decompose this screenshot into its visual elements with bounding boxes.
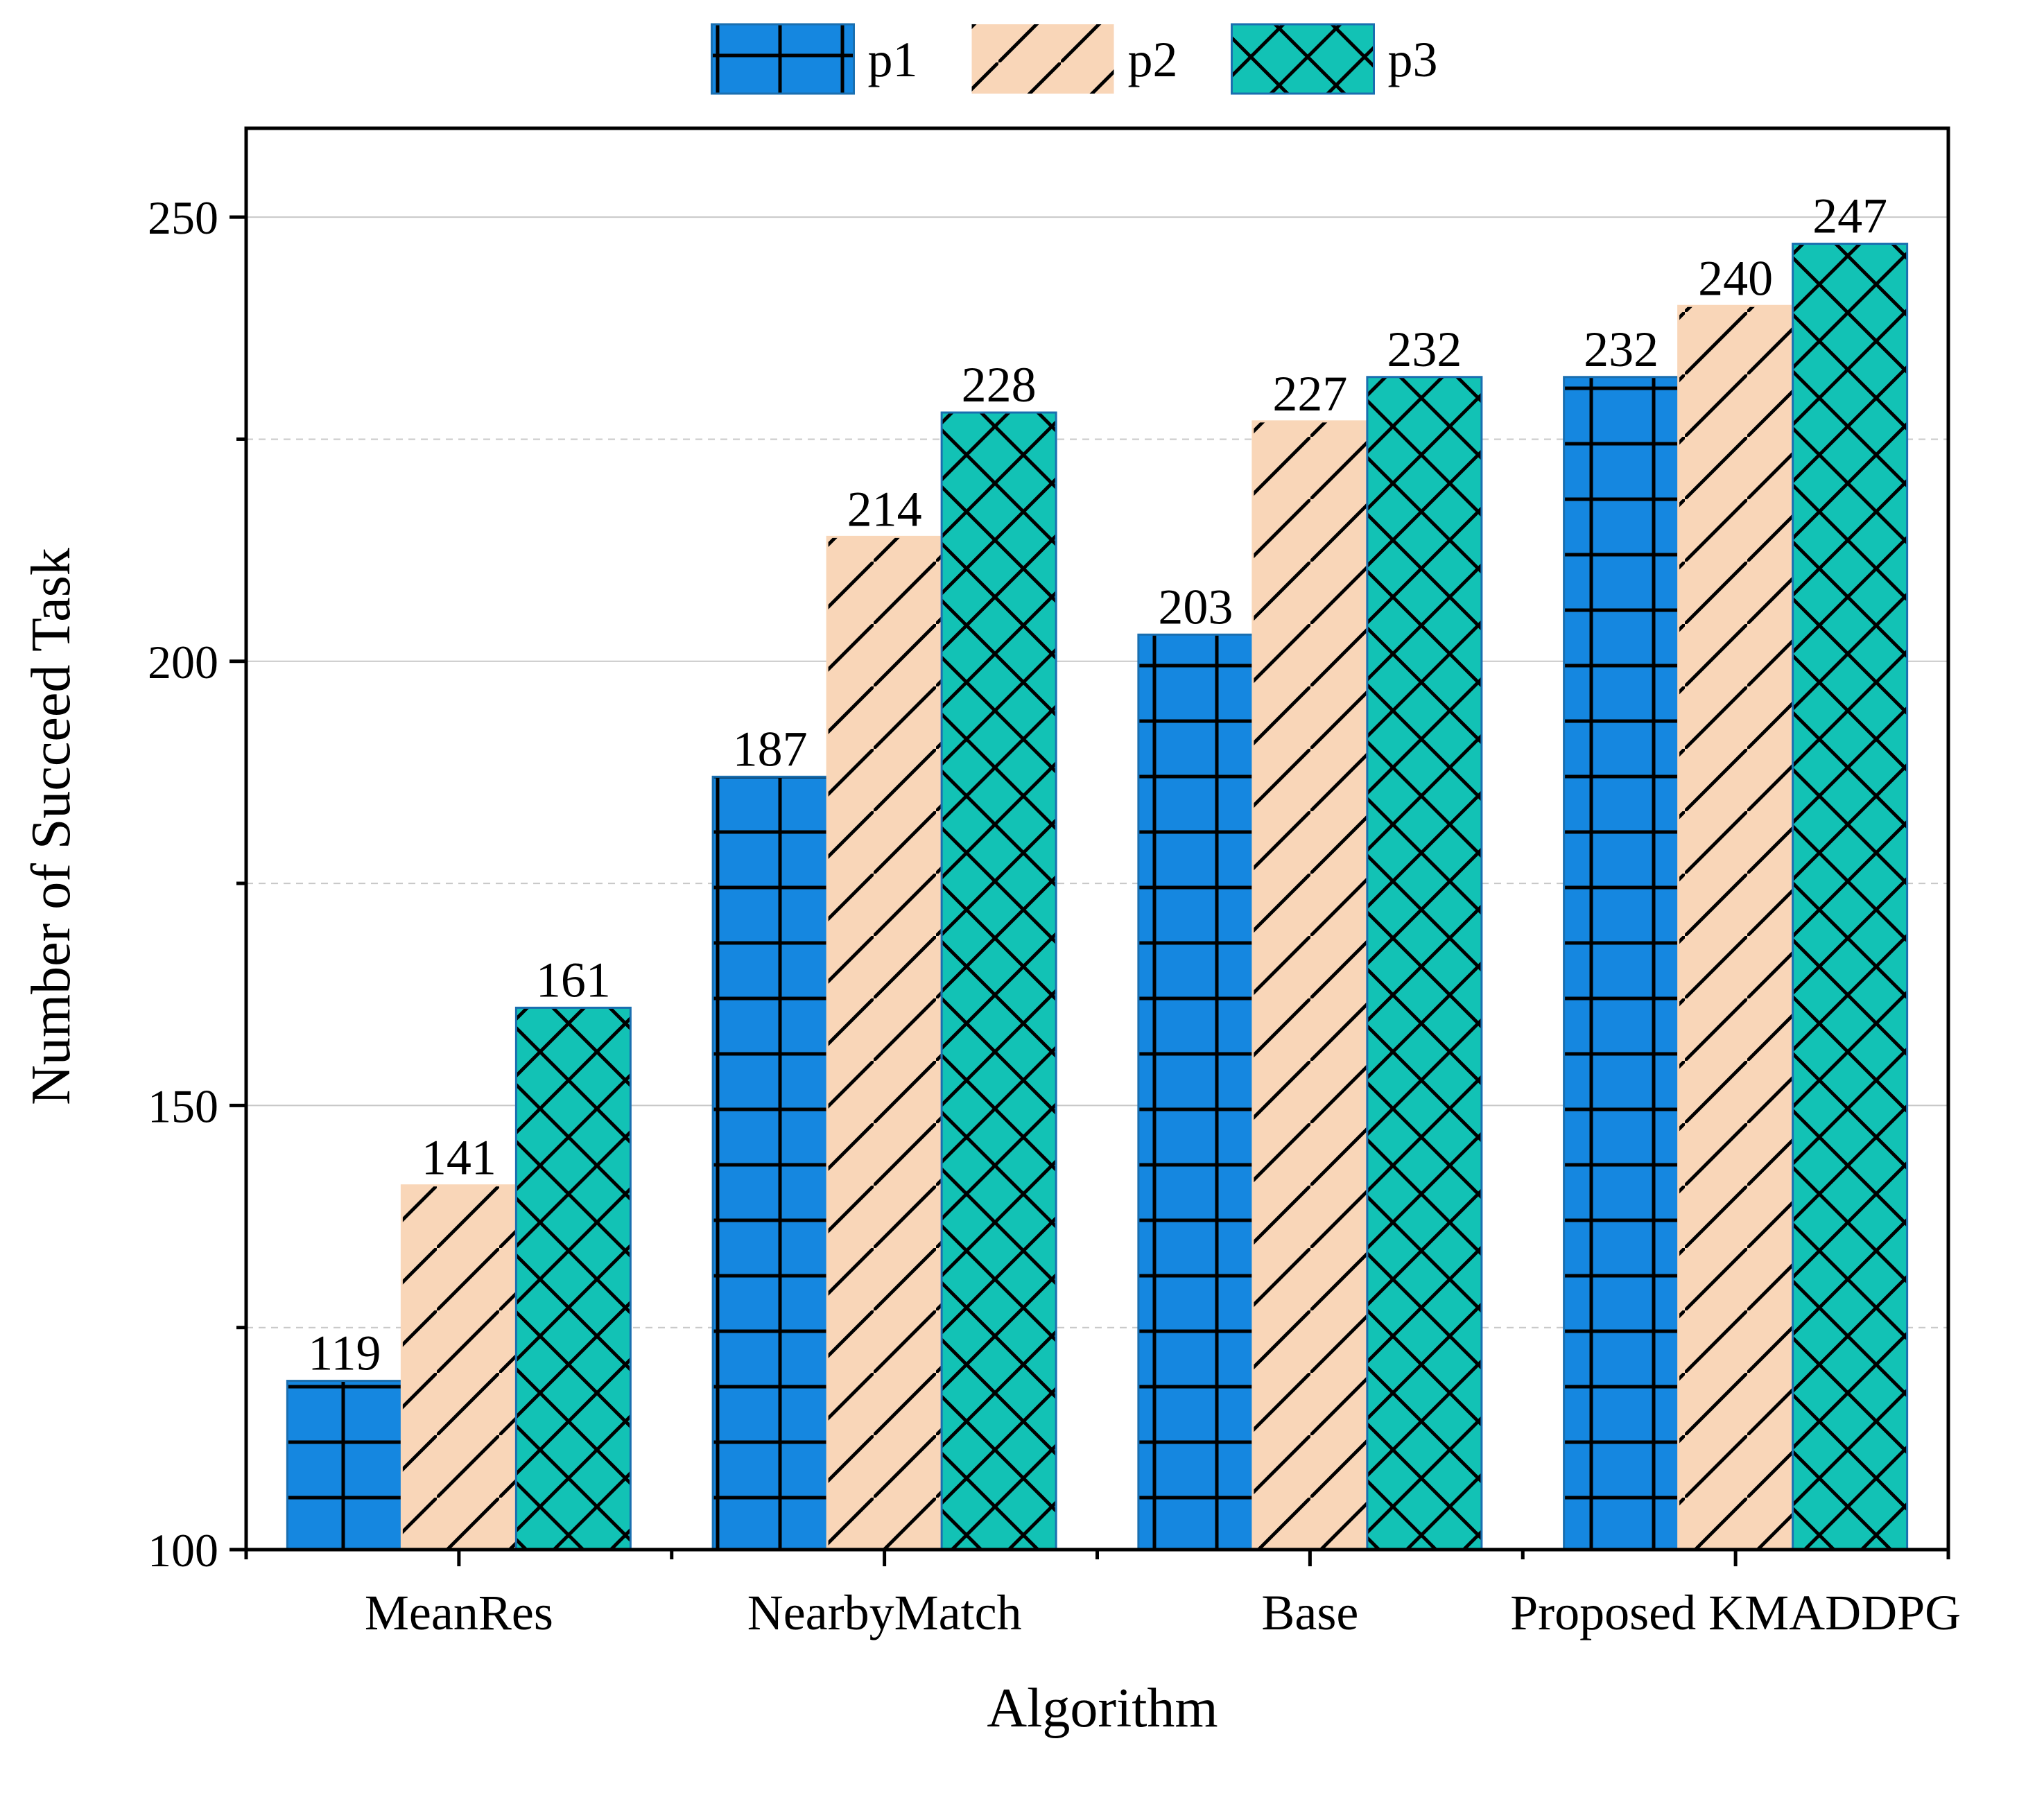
bar-p2-meanres xyxy=(400,1184,517,1551)
x-tick-label: NearbyMatch xyxy=(747,1585,1022,1640)
x-tick-label: Base xyxy=(1261,1585,1358,1640)
legend-swatch-p2 xyxy=(971,24,1114,94)
data-label: 214 xyxy=(847,481,922,537)
legend-label-p2: p2 xyxy=(1128,32,1178,87)
y-axis-title: Number of Succeed Task xyxy=(21,548,82,1105)
bar-p2-base xyxy=(1251,420,1369,1551)
y-tick-label: 150 xyxy=(148,1080,218,1132)
bar-p3-base xyxy=(1366,376,1483,1551)
x-tick-label: MeanRes xyxy=(365,1585,553,1640)
legend-label-p3: p3 xyxy=(1388,32,1438,87)
x-axis-title: Algorithm xyxy=(987,1678,1218,1739)
bar-p3-meanres xyxy=(514,1006,632,1551)
data-label: 228 xyxy=(962,357,1037,413)
legend: p1 p2 p3 xyxy=(711,23,1438,95)
y-axis: 100 150 200 250 xyxy=(148,191,246,1577)
data-label: 187 xyxy=(733,721,808,777)
data-label: 240 xyxy=(1698,250,1773,306)
bar-p3-nearbymatch xyxy=(940,411,1057,1551)
data-label: 141 xyxy=(422,1130,496,1186)
y-tick-label: 200 xyxy=(148,636,218,688)
data-label: 161 xyxy=(536,952,611,1007)
data-labels: 119 141 161 187 214 228 203 227 232 232 240 247 xyxy=(308,189,1887,1381)
legend-label-p1: p1 xyxy=(868,32,918,87)
y-tick-label: 250 xyxy=(148,191,218,244)
bar-p2-proposed-kmaddpg xyxy=(1677,304,1794,1551)
bar-p2-nearbymatch xyxy=(826,535,943,1551)
data-label: 232 xyxy=(1387,322,1462,377)
bar-p1-nearbymatch xyxy=(711,775,829,1551)
bars xyxy=(286,243,1909,1551)
data-label: 227 xyxy=(1272,366,1347,422)
data-label: 232 xyxy=(1584,322,1658,377)
x-axis: MeanRes NearbyMatch Base Proposed KMADDPG xyxy=(244,1550,1961,1640)
y-tick-label: 100 xyxy=(148,1524,218,1577)
bar-p1-meanres xyxy=(286,1380,403,1551)
x-tick-label: Proposed KMADDPG xyxy=(1510,1585,1961,1640)
legend-swatch-p3 xyxy=(1231,23,1375,95)
bar-p1-proposed-kmaddpg xyxy=(1563,376,1680,1551)
data-label: 119 xyxy=(308,1326,381,1381)
data-label: 247 xyxy=(1812,189,1887,244)
legend-swatch-p1 xyxy=(711,23,855,95)
bar-p1-base xyxy=(1137,633,1254,1551)
bar-p3-proposed-kmaddpg xyxy=(1792,243,1909,1551)
data-label: 203 xyxy=(1158,579,1233,634)
